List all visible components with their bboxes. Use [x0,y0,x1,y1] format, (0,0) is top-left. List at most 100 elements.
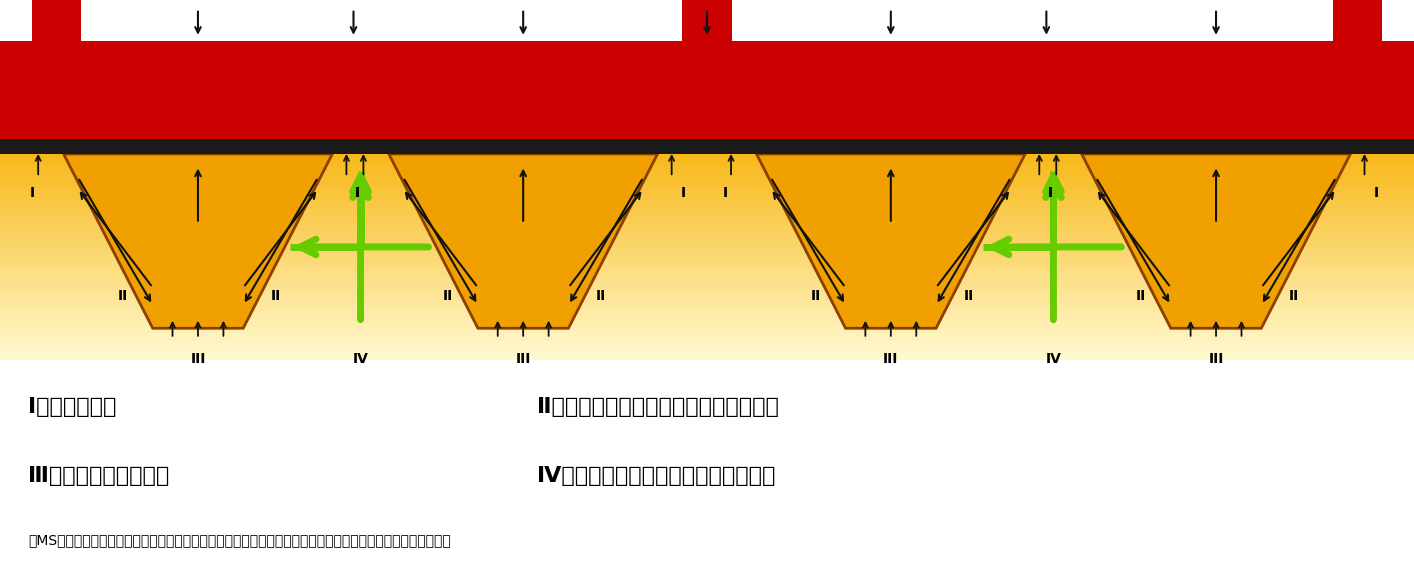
Bar [0,252,1414,253]
Bar [0,345,1414,346]
Text: II: II [810,289,822,303]
Bar [0,207,1414,209]
Bar [0,346,1414,348]
Bar [0,213,1414,214]
Bar [1332,0,1381,41]
Bar [0,227,1414,228]
Bar [0,250,1414,252]
Bar [0,337,1414,338]
Bar [0,245,1414,246]
Bar [0,155,1414,157]
Text: II: II [443,289,454,303]
Bar [0,339,1414,341]
Bar [0,297,1414,299]
Bar [0,169,1414,170]
Bar [0,254,1414,256]
Bar [0,320,1414,322]
Bar [0,205,1414,206]
Bar [0,341,1414,342]
Text: I: I [723,186,728,200]
Bar [0,301,1414,303]
Bar [0,296,1414,297]
Bar [0,210,1414,211]
Bar [0,344,1414,345]
Bar [0,203,1414,205]
Bar [0,180,1414,181]
Bar [0,272,1414,274]
Bar [0,260,1414,261]
Bar [0,259,1414,260]
Polygon shape [64,154,332,328]
Bar [0,196,1414,198]
Bar [0,300,1414,301]
Bar [0,179,1414,180]
Bar [0,241,1414,242]
Bar [0,166,1414,168]
Bar [0,330,1414,331]
Bar [0,290,1414,292]
Bar [0,314,1414,315]
Polygon shape [1082,154,1350,328]
Bar [0,177,1414,179]
Bar [0,246,1414,248]
Bar [0,248,1414,249]
Bar [0,359,1414,360]
Bar [0,271,1414,272]
Bar [0,236,1414,238]
Bar [0,173,1414,175]
Bar [0,190,1414,191]
Bar [682,0,732,41]
Bar [0,309,1414,311]
Bar [0,292,1414,293]
Bar [0,234,1414,235]
Bar [0,353,1414,355]
Bar [0,322,1414,323]
Bar [0,307,1414,308]
Bar [0,333,1414,334]
Polygon shape [389,154,658,328]
Bar [0,139,1414,154]
Text: I: I [30,186,35,200]
Bar [0,335,1414,337]
Bar [0,243,1414,245]
Bar [0,357,1414,359]
Bar [0,338,1414,339]
Bar [0,316,1414,318]
Bar [0,170,1414,172]
Bar [0,239,1414,241]
Text: Ⅰ原地盤支持力: Ⅰ原地盤支持力 [28,397,116,417]
Bar [0,275,1414,277]
Bar [0,184,1414,185]
Bar [31,0,81,41]
Bar [0,154,1414,155]
Bar [0,194,1414,195]
Bar [0,221,1414,223]
Text: II: II [117,289,129,303]
Bar [0,303,1414,304]
Bar [0,299,1414,300]
Bar [0,157,1414,158]
Text: IV: IV [352,352,369,365]
Bar [0,249,1414,250]
Bar [0,350,1414,352]
Bar [0,312,1414,314]
Bar [0,279,1414,281]
Bar [0,183,1414,184]
Bar [0,288,1414,289]
Bar [0,326,1414,327]
Bar [0,176,1414,177]
Bar [0,285,1414,286]
Bar [0,162,1414,164]
Text: I: I [355,186,361,200]
Bar [0,235,1414,236]
Bar [0,257,1414,259]
Text: Ⅳ応力を拘束すると反力となる安定力: Ⅳ応力を拘束すると反力となる安定力 [537,467,776,486]
Bar [0,202,1414,203]
Bar [0,277,1414,278]
Bar [0,356,1414,357]
Bar [0,172,1414,173]
Bar [0,191,1414,192]
Bar [0,327,1414,329]
Bar [0,216,1414,217]
Bar [0,175,1414,176]
